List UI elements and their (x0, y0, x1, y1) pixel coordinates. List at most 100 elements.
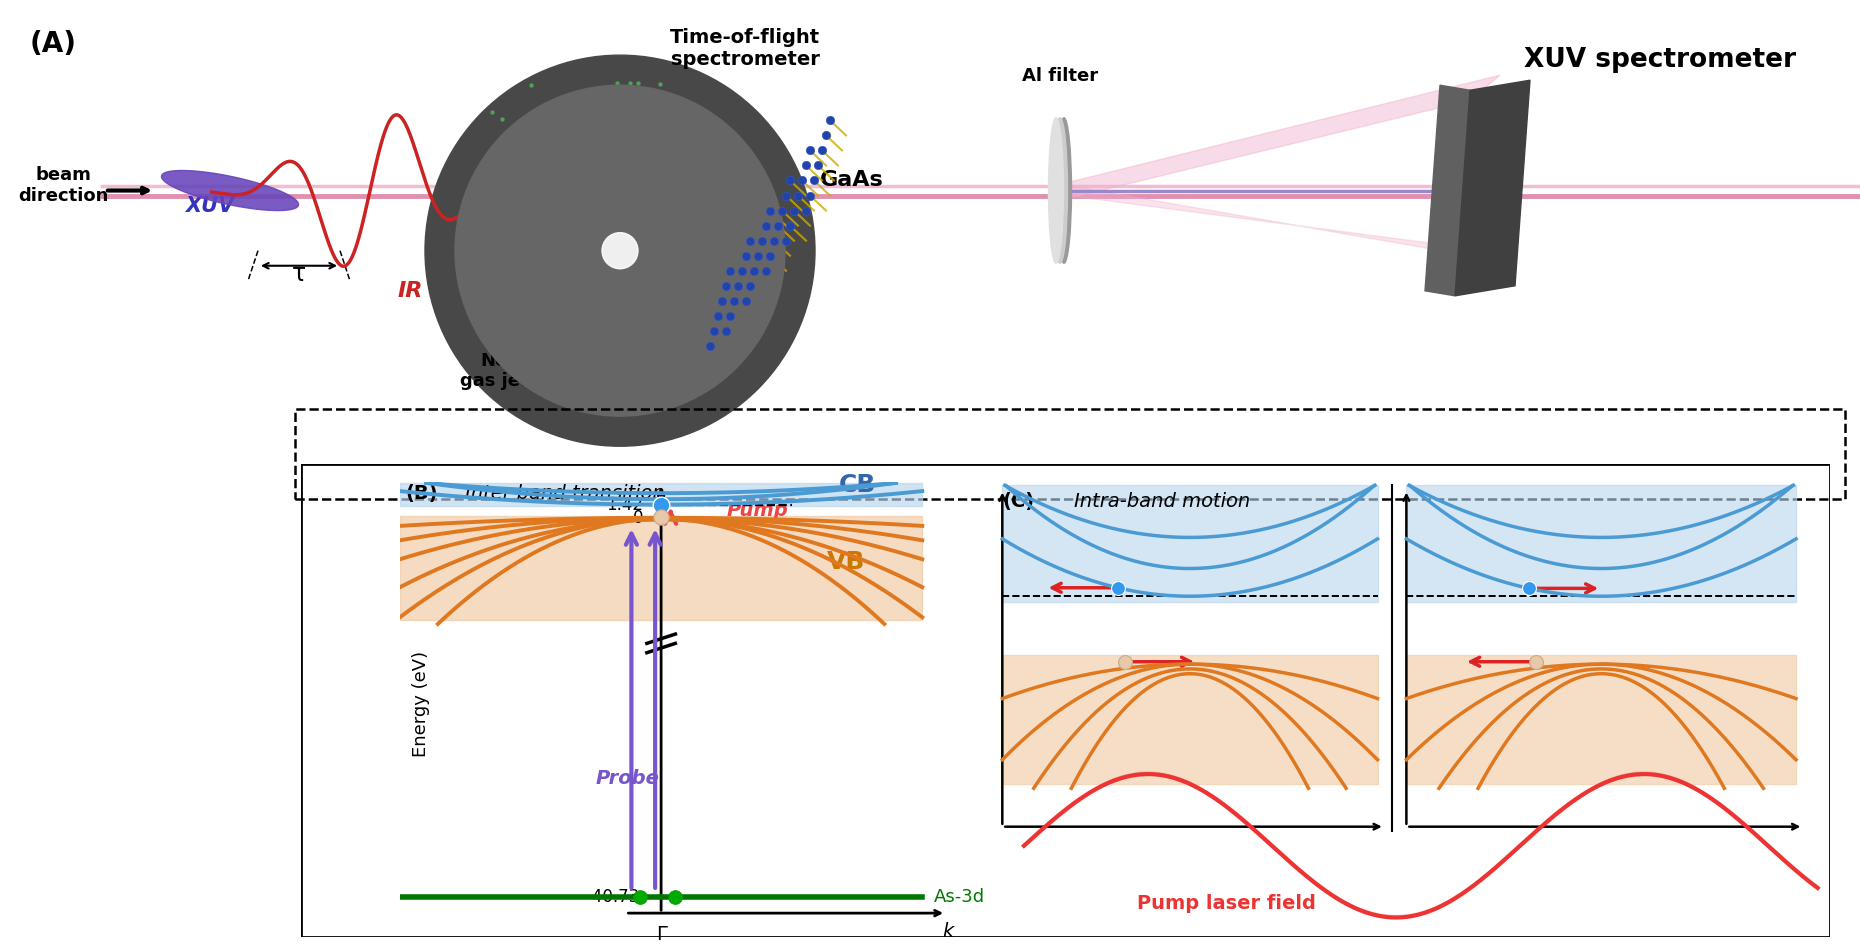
Point (551, 127, 580, 142)
Point (517, 237, 547, 253)
Text: (A): (A) (30, 30, 76, 58)
Point (500, 182, 530, 197)
Point (591, 213, 621, 228)
Polygon shape (1068, 185, 1469, 255)
Text: Inter-band transition: Inter-band transition (465, 484, 664, 503)
Point (552, 178, 582, 193)
Point (482, 149, 512, 165)
Point (614, 208, 644, 223)
Circle shape (603, 233, 638, 269)
Point (625, 180, 655, 195)
Text: 1.42: 1.42 (606, 496, 644, 514)
Text: beam
direction: beam direction (19, 166, 108, 205)
Point (536, 158, 565, 173)
Point (538, 172, 567, 187)
Point (590, 175, 619, 190)
Point (616, 218, 645, 233)
Text: XUV spectrometer: XUV spectrometer (1523, 47, 1797, 73)
Text: (B): (B) (405, 484, 439, 503)
Text: Pump: Pump (727, 500, 789, 519)
Point (565, 143, 595, 158)
Point (567, 124, 597, 139)
Point (551, 168, 580, 184)
Point (500, 151, 530, 166)
Polygon shape (1425, 85, 1469, 296)
Point (616, 76, 645, 91)
Point (614, 166, 644, 182)
Point (644, 206, 673, 221)
Point (571, 127, 601, 142)
Text: k: k (943, 922, 954, 941)
Point (476, 105, 506, 120)
Point (564, 168, 593, 184)
Point (567, 184, 597, 199)
Point (564, 126, 593, 141)
Point (578, 128, 608, 143)
Ellipse shape (1049, 118, 1064, 263)
Polygon shape (1068, 76, 1499, 199)
Text: Pump laser field: Pump laser field (1136, 894, 1315, 913)
Point (618, 85, 647, 100)
Point (534, 147, 564, 162)
Point (632, 145, 662, 160)
Point (580, 142, 610, 157)
Point (536, 203, 565, 219)
Point (575, 102, 604, 117)
Polygon shape (1455, 80, 1531, 296)
Point (491, 191, 521, 206)
Text: As-3d: As-3d (934, 887, 986, 905)
Point (601, 219, 631, 234)
Point (525, 105, 554, 120)
Point (616, 179, 645, 194)
Point (571, 247, 601, 262)
Point (588, 192, 618, 207)
Point (571, 155, 601, 170)
Point (629, 165, 658, 180)
Point (498, 206, 528, 221)
Point (564, 190, 593, 205)
Point (604, 172, 634, 187)
Point (569, 225, 599, 240)
Point (567, 117, 597, 132)
Polygon shape (162, 170, 298, 211)
Point (597, 167, 627, 183)
Point (552, 198, 582, 213)
Point (606, 108, 636, 123)
Circle shape (424, 55, 815, 447)
Point (595, 161, 625, 176)
Circle shape (456, 85, 785, 416)
Text: Probe: Probe (595, 769, 660, 788)
Point (497, 209, 526, 224)
Text: (C): (C) (1003, 492, 1034, 511)
Ellipse shape (1053, 118, 1068, 263)
Point (604, 248, 634, 263)
Point (658, 184, 688, 200)
Point (627, 205, 657, 220)
Point (683, 123, 712, 138)
Point (651, 199, 681, 214)
Point (519, 148, 549, 163)
Point (655, 250, 684, 265)
Point (538, 222, 567, 237)
Point (673, 159, 703, 174)
Text: Intra-band motion: Intra-band motion (1075, 492, 1250, 511)
Text: 0: 0 (632, 509, 644, 527)
Point (530, 210, 560, 225)
Text: CB: CB (839, 473, 876, 497)
Point (619, 113, 649, 128)
Point (636, 235, 666, 250)
Point (560, 187, 590, 202)
Point (580, 128, 610, 143)
Point (645, 77, 675, 92)
Point (640, 118, 670, 133)
Point (681, 153, 711, 168)
Point (573, 169, 603, 184)
Point (593, 104, 623, 119)
Point (558, 156, 588, 171)
Point (627, 172, 657, 187)
Point (601, 76, 631, 91)
Point (523, 160, 552, 175)
Circle shape (560, 190, 681, 311)
Point (608, 175, 638, 190)
Point (632, 174, 662, 189)
